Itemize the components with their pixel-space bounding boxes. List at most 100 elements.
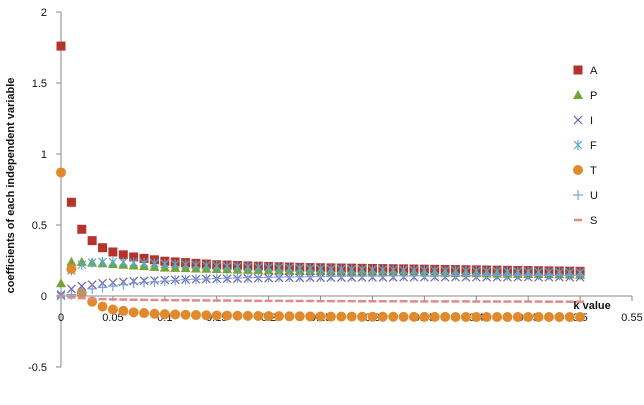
series-U bbox=[56, 270, 586, 301]
data-point-F bbox=[222, 261, 232, 272]
y-tick-label: 0.5 bbox=[32, 220, 47, 232]
data-point-U bbox=[118, 279, 129, 290]
data-point-F bbox=[150, 258, 159, 269]
legend-label-P: P bbox=[590, 90, 597, 102]
data-point-U bbox=[440, 270, 451, 281]
data-point-T bbox=[97, 301, 108, 312]
x-axis-label: k value bbox=[573, 300, 610, 312]
data-point-T bbox=[170, 309, 181, 320]
data-point-T bbox=[564, 312, 575, 323]
data-point-U bbox=[284, 271, 295, 282]
data-point-T bbox=[211, 310, 222, 321]
y-axis-label: coefficients of each independent variabl… bbox=[5, 78, 17, 294]
data-point-T bbox=[502, 312, 513, 323]
data-point-T bbox=[408, 311, 419, 322]
data-point-U bbox=[492, 270, 503, 281]
data-point-U bbox=[533, 270, 544, 281]
data-point-U bbox=[149, 276, 160, 287]
data-point-T bbox=[346, 311, 357, 322]
data-point-U bbox=[253, 272, 264, 283]
axes bbox=[60, 12, 632, 367]
series-F bbox=[56, 256, 585, 301]
data-point-T bbox=[305, 311, 316, 322]
data-point-T bbox=[325, 311, 336, 322]
data-point-U bbox=[502, 270, 513, 281]
data-point-P bbox=[66, 256, 77, 266]
data-point-P bbox=[56, 278, 66, 288]
data-point-T bbox=[523, 312, 534, 323]
series-A bbox=[56, 41, 585, 276]
data-point-U bbox=[408, 270, 419, 281]
data-point-T bbox=[543, 312, 554, 323]
legend-marker-A bbox=[573, 65, 583, 75]
data-point-F bbox=[264, 262, 274, 273]
data-point-U bbox=[450, 270, 461, 281]
data-point-U bbox=[315, 271, 326, 282]
legend-item-T: T bbox=[573, 165, 597, 177]
data-point-T bbox=[367, 311, 378, 322]
legend: A P I F T U S bbox=[573, 65, 598, 227]
data-point-A bbox=[87, 236, 97, 246]
data-point-U bbox=[388, 270, 399, 281]
data-point-U bbox=[263, 272, 274, 283]
data-point-T bbox=[450, 312, 461, 323]
data-point-U bbox=[543, 270, 554, 281]
data-point-A bbox=[66, 197, 76, 207]
y-tick-label: -0.5 bbox=[28, 362, 47, 374]
data-point-F bbox=[295, 263, 305, 274]
data-point-T bbox=[274, 311, 285, 322]
data-point-T bbox=[377, 311, 388, 322]
legend-item-F: F bbox=[573, 140, 597, 152]
data-point-U bbox=[107, 281, 118, 292]
legend-marker-U bbox=[573, 190, 583, 200]
legend-item-U: U bbox=[573, 190, 598, 202]
legend-label-I: I bbox=[590, 115, 593, 127]
data-point-T bbox=[139, 308, 150, 319]
data-point-T bbox=[294, 311, 305, 322]
data-point-T bbox=[336, 311, 347, 322]
data-point-F bbox=[181, 259, 191, 270]
data-point-T bbox=[512, 312, 523, 323]
data-point-F bbox=[191, 260, 201, 271]
data-point-T bbox=[533, 312, 544, 323]
legend-marker-F bbox=[573, 140, 583, 150]
legend-marker-P bbox=[573, 90, 583, 99]
data-point-I bbox=[77, 281, 87, 291]
data-point-T bbox=[471, 312, 482, 323]
data-point-A bbox=[118, 250, 128, 260]
data-point-F bbox=[170, 259, 180, 270]
data-point-U bbox=[460, 270, 471, 281]
data-point-F bbox=[274, 262, 284, 273]
data-point-U bbox=[429, 270, 440, 281]
data-point-U bbox=[222, 273, 233, 284]
data-point-F bbox=[118, 257, 128, 268]
data-point-F bbox=[129, 257, 139, 268]
data-point-T bbox=[575, 312, 586, 323]
data-point-U bbox=[190, 274, 201, 285]
data-point-U bbox=[211, 273, 222, 284]
data-point-F bbox=[160, 258, 170, 269]
data-point-U bbox=[305, 271, 316, 282]
data-point-T bbox=[398, 311, 409, 322]
legend-marker-I bbox=[573, 115, 583, 125]
y-tick-label: 0 bbox=[41, 291, 47, 303]
legend-item-P: P bbox=[573, 90, 597, 102]
legend-label-F: F bbox=[590, 140, 597, 152]
data-point-U bbox=[512, 270, 523, 281]
legend-label-A: A bbox=[590, 65, 598, 77]
data-point-U bbox=[294, 271, 305, 282]
y-tick-labels: -0.5 0 0.5 1 1.5 2 bbox=[28, 7, 61, 374]
data-point-T bbox=[242, 310, 253, 321]
data-point-F bbox=[253, 262, 263, 273]
data-point-U bbox=[170, 275, 181, 286]
data-point-U bbox=[346, 271, 357, 282]
data-point-A bbox=[77, 224, 87, 234]
data-point-U bbox=[201, 273, 212, 284]
data-point-U bbox=[159, 276, 170, 287]
data-point-U bbox=[367, 270, 378, 281]
data-point-F bbox=[77, 259, 87, 270]
data-point-U bbox=[97, 282, 108, 293]
y-tick-label: 1.5 bbox=[32, 78, 47, 90]
data-point-A bbox=[98, 243, 108, 253]
